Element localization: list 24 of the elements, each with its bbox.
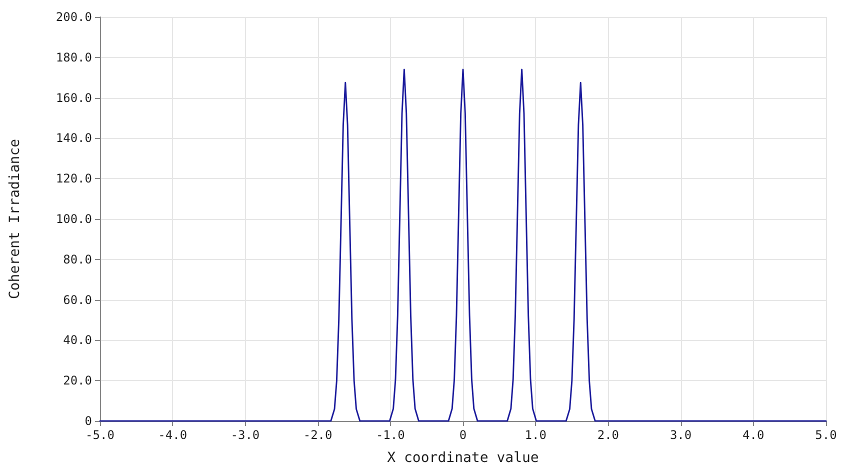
y-tick-label: 120.0 (56, 172, 92, 186)
x-tick-label: -1.0 (376, 428, 405, 442)
y-tick-label: 140.0 (56, 131, 92, 146)
y-tick-label: 60.0 (63, 292, 92, 307)
x-tick-label: 4.0 (742, 428, 764, 442)
x-tick-label: -4.0 (158, 428, 188, 442)
y-tick-label: 180.0 (56, 50, 92, 64)
x-tick-label: -3.0 (230, 428, 260, 442)
y-tick-label: 100.0 (56, 212, 92, 226)
x-tick-label: 5.0 (815, 428, 837, 442)
x-tick-label: -2.0 (303, 428, 332, 442)
y-tick-label: 200.0 (56, 10, 92, 24)
y-axis-title: Coherent Irradiance (7, 138, 23, 300)
y-tick-label: 40.0 (63, 333, 92, 348)
x-tick-label: -5.0 (86, 428, 114, 442)
y-tick-label: 160.0 (56, 90, 92, 105)
x-axis-title: X coordinate value (387, 450, 539, 466)
y-tick-label: 80.0 (63, 252, 92, 266)
x-tick-label: 2.0 (597, 428, 620, 442)
y-tick-label: 20.0 (63, 374, 92, 388)
x-tick-label: 3.0 (670, 428, 692, 442)
x-tick-label: 1.0 (524, 428, 546, 442)
y-tick-label: 0 (84, 414, 92, 428)
x-tick-label: 0 (459, 428, 467, 442)
